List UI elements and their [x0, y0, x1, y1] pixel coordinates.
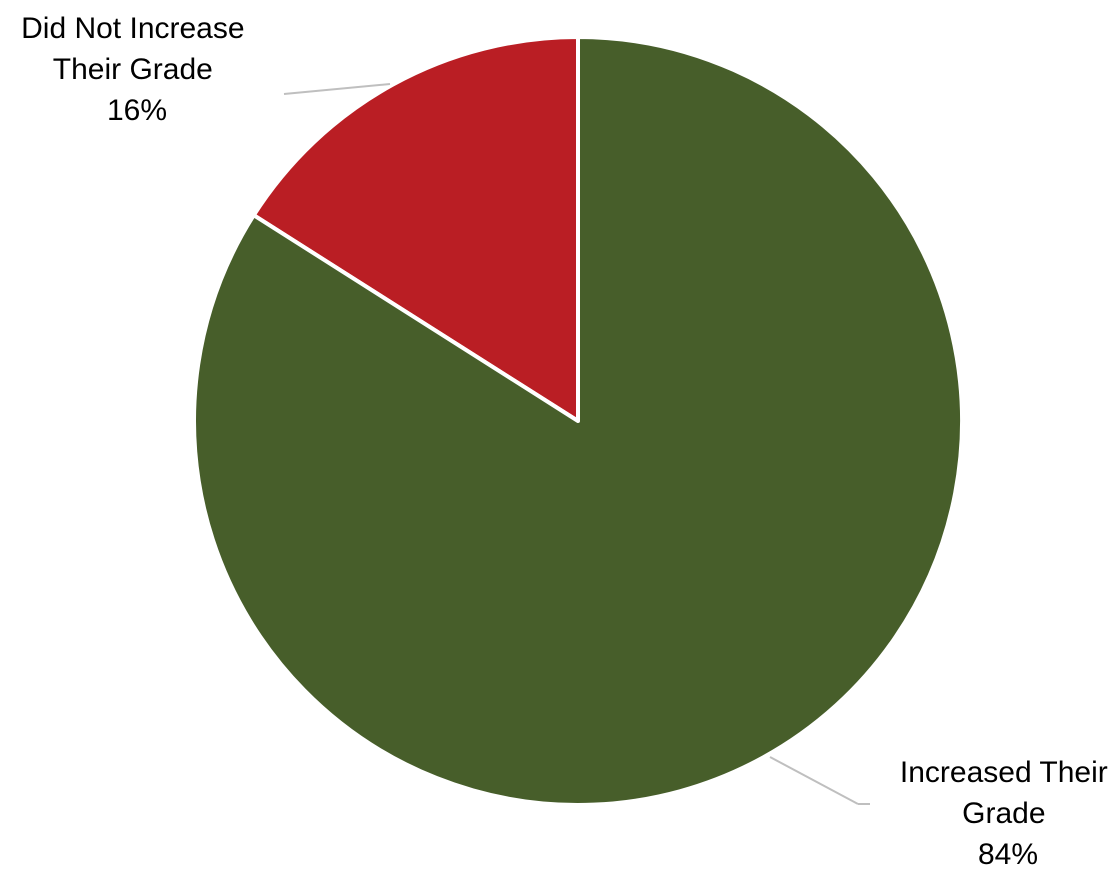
pie-slices: [192, 35, 964, 807]
label-did-not-increase: Did Not Increase Their Grade 16%: [21, 12, 391, 127]
slice-increased: [192, 35, 964, 807]
label-increased-percent: 84%: [978, 838, 1038, 871]
label-increased-line-2: Grade: [962, 797, 1045, 830]
svg-text:Did Not Increase Their G: Did Not Increase Their Grade 16%: [21, 12, 253, 127]
svg-text:Increased Their Grade: Increased Their Grade 84%: [900, 756, 1116, 871]
label-did-not-increase-line-2: Their Grade: [53, 53, 213, 86]
label-increased: Increased Their Grade 84%: [769, 756, 1116, 871]
label-did-not-increase-percent: 16%: [107, 94, 167, 127]
slice-did-not-increase: [251, 35, 580, 423]
leader-line-did-not-increase: [283, 83, 391, 95]
leader-line-increased: [769, 756, 859, 805]
label-increased-line-1: Increased Their: [900, 756, 1108, 789]
label-did-not-increase-line-1: Did Not Increase: [21, 12, 244, 45]
